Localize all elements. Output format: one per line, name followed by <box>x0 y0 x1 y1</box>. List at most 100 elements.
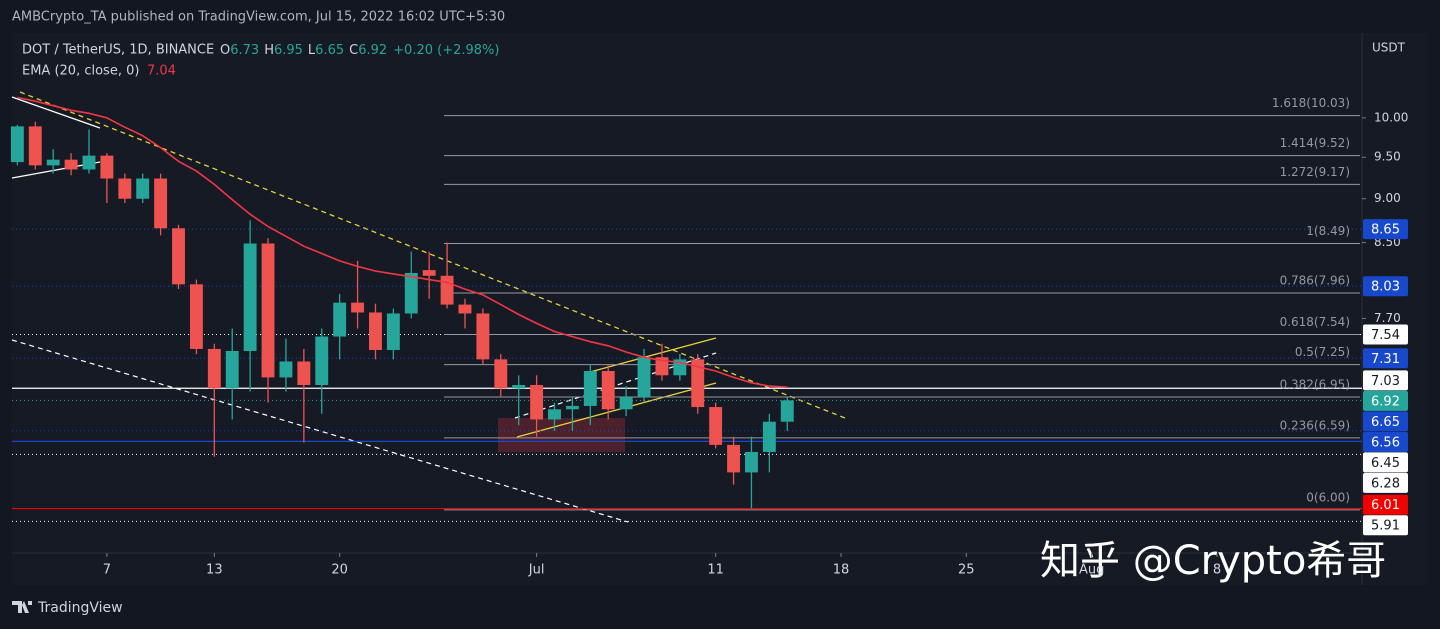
candle-body <box>207 348 221 389</box>
x-tick-label: 8 <box>1213 563 1221 578</box>
price-label: 7.54 <box>1371 328 1400 343</box>
candle-body <box>136 178 150 199</box>
candle-body <box>458 304 472 314</box>
candle-body <box>476 313 490 360</box>
y-tick-label: 10.00 <box>1374 110 1408 124</box>
price-label: 8.65 <box>1371 223 1400 238</box>
candle-body <box>691 359 705 408</box>
fib-label: 1.272(9.17) <box>1280 165 1350 179</box>
price-label: 5.91 <box>1371 519 1400 534</box>
legend: DOT / TetherUS, 1D, BINANCE EMA (20, clo… <box>22 43 499 79</box>
fib-label: 1(8.49) <box>1306 224 1350 238</box>
candle-body <box>565 405 579 410</box>
published-note: AMBCrypto_TA published on TradingView.co… <box>12 10 505 25</box>
candle-body <box>189 284 203 349</box>
price-label-box <box>1363 431 1408 452</box>
candle-body <box>315 336 329 386</box>
x-tick-label: Aug <box>1079 563 1104 578</box>
candle-body <box>637 357 651 398</box>
candle-body <box>655 357 669 376</box>
ohlc-value: 6.73 <box>230 43 259 58</box>
fib-label: 0(6.00) <box>1306 490 1350 504</box>
ohlc-value: 6.65 <box>315 43 344 58</box>
price-label: 8.03 <box>1371 280 1400 295</box>
candle-body <box>154 178 168 229</box>
candle-body <box>762 421 776 452</box>
price-label-box <box>1363 472 1408 493</box>
x-tick-label: 20 <box>331 563 348 578</box>
candle-body <box>28 126 42 166</box>
candle-body <box>440 275 454 305</box>
channel-line <box>516 382 717 438</box>
candle-body <box>709 407 723 445</box>
candle-body <box>404 272 418 314</box>
watermark: 知乎 @Crypto希哥 <box>1040 538 1386 584</box>
channel-line <box>589 337 717 373</box>
x-tick-label: 7 <box>103 563 111 578</box>
x-tick-label: 25 <box>958 563 975 578</box>
candle-body <box>745 451 758 473</box>
price-label-box <box>1363 390 1408 411</box>
candle-body <box>583 371 597 406</box>
candle-body <box>297 361 311 386</box>
price-label-box <box>1363 276 1408 297</box>
candle-body <box>46 159 60 166</box>
candle-body <box>727 444 740 473</box>
ohlc-legend: O6.73 H6.95 L6.65 C6.92 +0.20 (+2.98%) <box>220 43 499 58</box>
fib-label: 1.618(10.03) <box>1272 96 1350 110</box>
ohlc-key: L <box>308 43 316 58</box>
fib-label: 0.5(7.25) <box>1295 345 1350 359</box>
ohlc-value: 6.92 <box>358 43 387 58</box>
fib-label: 0.382(6.95) <box>1280 378 1350 392</box>
price-label-box <box>1363 515 1408 536</box>
ohlc-key: H <box>264 43 274 58</box>
candle-body <box>619 397 633 410</box>
price-label: 6.45 <box>1371 456 1400 471</box>
zone-box <box>498 418 625 452</box>
ema-name: EMA (20, close, 0) <box>22 64 139 79</box>
candle-body <box>64 159 78 170</box>
price-label: 6.01 <box>1371 498 1400 513</box>
candle-body <box>225 350 239 389</box>
price-label: 7.31 <box>1371 352 1400 367</box>
price-label: 7.03 <box>1371 374 1400 389</box>
logo-icon <box>12 601 32 613</box>
candle-body <box>601 371 615 410</box>
candle-body <box>512 385 526 389</box>
price-label: 6.92 <box>1371 394 1400 409</box>
candle-body <box>369 312 382 350</box>
candle-body <box>530 385 544 420</box>
price-label-box <box>1363 452 1408 473</box>
candle-body <box>351 302 365 313</box>
y-unit: USDT <box>1372 41 1406 55</box>
candle-body <box>172 228 185 285</box>
ohlc-value: 6.95 <box>274 43 303 58</box>
price-label-box <box>1363 324 1408 345</box>
fib-label: 0.618(7.54) <box>1280 315 1350 329</box>
candle-body <box>333 302 347 337</box>
candle-body <box>279 361 293 378</box>
fib-label: 0.236(6.59) <box>1280 418 1350 432</box>
price-label: 6.28 <box>1371 476 1400 491</box>
candle-body <box>100 155 114 179</box>
candle-body <box>261 243 275 378</box>
fib-label: 1.414(9.52) <box>1280 136 1350 150</box>
y-tick-label: 9.50 <box>1374 150 1401 164</box>
price-label-box <box>1363 494 1408 515</box>
ohlc-key: C <box>349 43 358 58</box>
x-tick-label: 13 <box>206 563 223 578</box>
candle-body <box>118 178 132 199</box>
ohlc-key: O <box>220 43 230 58</box>
candle-body <box>494 359 508 389</box>
footer-logo: TradingView <box>12 600 123 616</box>
candle-body <box>548 409 561 420</box>
price-label-box <box>1363 370 1408 391</box>
price-label-box <box>1363 219 1408 240</box>
price-label-box <box>1363 411 1408 432</box>
y-tick-label: 7.70 <box>1374 311 1401 325</box>
y-tick-label: 9.00 <box>1374 191 1401 205</box>
ema-line <box>17 96 788 388</box>
price-label-box <box>1363 348 1408 369</box>
